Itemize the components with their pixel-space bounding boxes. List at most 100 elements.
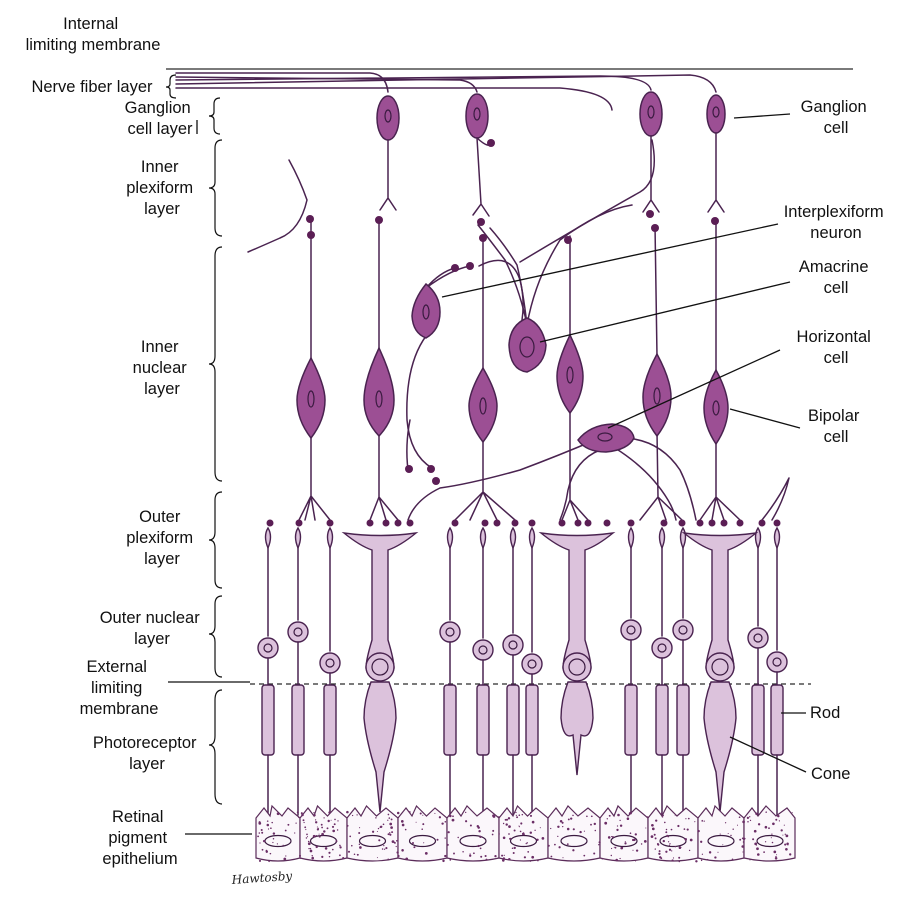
bipolar-axon bbox=[454, 234, 516, 521]
pigment-granule bbox=[783, 824, 785, 826]
nerve-fiber-axons bbox=[175, 72, 717, 111]
pigment-granule bbox=[298, 854, 302, 857]
label-amacrine-cell: Amacrine cell bbox=[799, 258, 873, 297]
synapse bbox=[306, 215, 314, 223]
pigment-granule bbox=[391, 831, 394, 834]
axon-2 bbox=[175, 76, 478, 93]
pigment-granule bbox=[323, 830, 326, 833]
pigment-granule bbox=[631, 838, 635, 842]
pigment-granule bbox=[316, 826, 318, 828]
pigment-granule bbox=[616, 828, 619, 832]
pigment-granule bbox=[662, 814, 664, 817]
rod-inner-segment bbox=[291, 684, 305, 756]
bipolar-nucleus bbox=[375, 390, 383, 408]
synapse bbox=[558, 519, 566, 527]
pigment-granule bbox=[518, 814, 521, 817]
pigment-granule bbox=[491, 833, 494, 836]
pigment-granule bbox=[626, 817, 630, 820]
pigment-granule bbox=[547, 844, 550, 847]
synapse bbox=[481, 519, 489, 527]
pigment-granule bbox=[441, 822, 444, 825]
pigment-granule bbox=[505, 823, 508, 826]
synapse bbox=[326, 519, 334, 527]
pigment-granule bbox=[513, 829, 516, 832]
pigment-granule bbox=[342, 856, 345, 860]
pigment-granule bbox=[668, 848, 672, 851]
pigment-granule bbox=[683, 828, 686, 830]
pigment-granule bbox=[658, 850, 661, 853]
pigment-granule bbox=[387, 813, 390, 816]
pigment-granule bbox=[776, 854, 778, 856]
pigment-granule bbox=[706, 858, 709, 861]
pigment-granule bbox=[351, 844, 353, 847]
pigment-granule bbox=[353, 853, 356, 855]
cone-nucleus bbox=[365, 652, 395, 682]
pigment-granule bbox=[465, 811, 467, 814]
pigment-granule bbox=[572, 849, 575, 852]
pigment-granule bbox=[323, 817, 325, 819]
pigment-granule bbox=[271, 821, 273, 824]
pigment-granule bbox=[708, 851, 712, 854]
pigment-granule bbox=[505, 818, 509, 821]
pigment-granule bbox=[258, 832, 261, 834]
cone-nucleolus bbox=[371, 658, 389, 676]
cone-nucleolus bbox=[568, 658, 586, 676]
pigment-granule bbox=[326, 827, 329, 830]
rod-spherule bbox=[528, 526, 536, 550]
rod-inner-segment bbox=[261, 684, 275, 756]
horizontal-cell bbox=[577, 423, 635, 453]
label-internal-limiting-membrane: Internal limiting membrane bbox=[26, 15, 161, 54]
pigment-granule bbox=[717, 851, 719, 853]
pigment-granule bbox=[658, 852, 661, 855]
rpe-cell bbox=[446, 805, 500, 862]
pigment-granule bbox=[451, 818, 455, 822]
synapse bbox=[432, 477, 440, 485]
pigment-granule bbox=[492, 814, 495, 818]
pigment-granule bbox=[687, 817, 690, 820]
rod-spherule bbox=[754, 526, 762, 550]
rod-nucleolus bbox=[445, 627, 455, 637]
pigment-granule bbox=[318, 835, 321, 838]
ipl-fiber bbox=[247, 159, 308, 253]
bipolar-axon bbox=[298, 219, 331, 521]
bipolar-axon bbox=[699, 217, 741, 521]
pigment-granule bbox=[773, 850, 777, 854]
pigment-granule bbox=[537, 859, 539, 862]
bipolar-axon bbox=[639, 224, 683, 521]
synapse bbox=[394, 519, 402, 527]
cone-nucleus bbox=[705, 652, 735, 682]
rod-cell bbox=[319, 526, 341, 816]
rod-nucleus bbox=[287, 621, 309, 643]
pigment-granule bbox=[400, 820, 404, 823]
pigment-granule bbox=[782, 834, 784, 836]
pigment-granule bbox=[387, 819, 389, 821]
pigment-granule bbox=[396, 811, 400, 815]
pigment-granule bbox=[261, 831, 264, 834]
pigment-granule bbox=[785, 834, 789, 838]
label-retinal-pigment-epithelium: Retinal pigment epithelium bbox=[102, 808, 177, 868]
pigment-granule bbox=[778, 820, 781, 822]
rpe-cell bbox=[599, 804, 649, 862]
pigment-granule bbox=[611, 836, 613, 838]
rpe-cell-body bbox=[697, 804, 745, 862]
interplexiform-process bbox=[406, 265, 471, 469]
label-inner-plexiform-layer: Inner plexiform layer bbox=[126, 158, 198, 218]
pigment-granule bbox=[598, 844, 600, 846]
pigment-granule bbox=[502, 822, 505, 825]
pigment-granule bbox=[390, 826, 393, 829]
label-inner-nuclear-layer: Inner nuclear layer bbox=[133, 338, 192, 398]
pigment-granule bbox=[395, 845, 397, 848]
bipolar-nucleus bbox=[479, 397, 487, 415]
bipolar-cell bbox=[468, 366, 498, 444]
rod-spherule bbox=[509, 526, 517, 550]
rpe-cell bbox=[346, 805, 399, 862]
association-neurons bbox=[406, 139, 697, 521]
pigment-granule bbox=[763, 851, 765, 853]
pigment-granule bbox=[640, 843, 643, 845]
pigment-granule bbox=[531, 855, 535, 859]
pigment-granule bbox=[258, 822, 262, 825]
pigment-granule bbox=[646, 816, 649, 819]
bipolar-cell bbox=[556, 333, 584, 415]
leader-amacrine bbox=[539, 281, 791, 343]
pigment-granule bbox=[462, 850, 464, 853]
